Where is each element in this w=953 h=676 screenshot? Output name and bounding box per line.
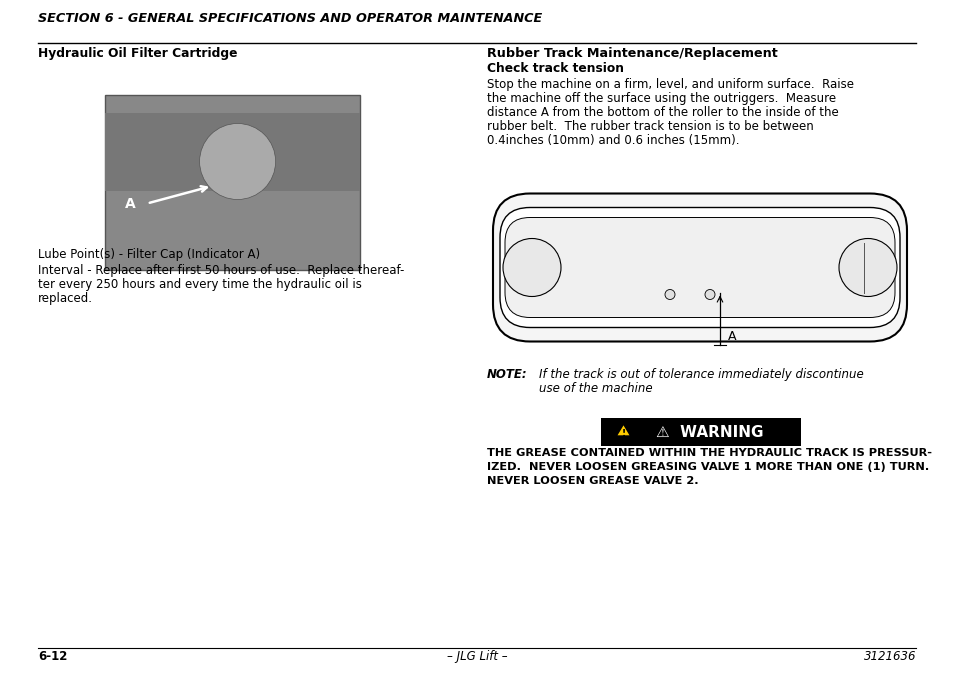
Text: Hydraulic Oil Filter Cartridge: Hydraulic Oil Filter Cartridge — [38, 47, 237, 60]
FancyBboxPatch shape — [504, 218, 894, 318]
Text: Rubber Track Maintenance/Replacement: Rubber Track Maintenance/Replacement — [486, 47, 777, 60]
Text: 0.4inches (10mm) and 0.6 inches (15mm).: 0.4inches (10mm) and 0.6 inches (15mm). — [486, 134, 739, 147]
Text: NEVER LOOSEN GREASE VALVE 2.: NEVER LOOSEN GREASE VALVE 2. — [486, 476, 698, 486]
Polygon shape — [616, 424, 630, 436]
Text: 6-12: 6-12 — [38, 650, 68, 663]
Text: A: A — [727, 329, 736, 343]
Text: rubber belt.  The rubber track tension is to be between: rubber belt. The rubber track tension is… — [486, 120, 813, 133]
Circle shape — [838, 239, 896, 297]
FancyBboxPatch shape — [499, 208, 899, 327]
Circle shape — [664, 289, 675, 299]
Circle shape — [502, 239, 560, 297]
Text: replaced.: replaced. — [38, 292, 92, 305]
Text: ⚠  WARNING: ⚠ WARNING — [655, 425, 762, 439]
Text: 3121636: 3121636 — [862, 650, 915, 663]
Text: the machine off the surface using the outriggers.  Measure: the machine off the surface using the ou… — [486, 92, 835, 105]
Text: distance A from the bottom of the roller to the inside of the: distance A from the bottom of the roller… — [486, 106, 838, 119]
Text: Check track tension: Check track tension — [486, 62, 623, 75]
Text: NOTE:: NOTE: — [486, 368, 527, 381]
Text: THE GREASE CONTAINED WITHIN THE HYDRAULIC TRACK IS PRESSUR-: THE GREASE CONTAINED WITHIN THE HYDRAULI… — [486, 448, 931, 458]
Text: Stop the machine on a firm, level, and uniform surface.  Raise: Stop the machine on a firm, level, and u… — [486, 78, 853, 91]
Text: SECTION 6 - GENERAL SPECIFICATIONS AND OPERATOR MAINTENANCE: SECTION 6 - GENERAL SPECIFICATIONS AND O… — [38, 12, 541, 25]
Bar — [105, 95, 359, 270]
FancyBboxPatch shape — [493, 193, 906, 341]
Text: IZED.  NEVER LOOSEN GREASING VALVE 1 MORE THAN ONE (1) TURN.: IZED. NEVER LOOSEN GREASING VALVE 1 MORE… — [486, 462, 928, 472]
Text: A: A — [125, 197, 135, 210]
Circle shape — [199, 124, 275, 199]
Text: If the track is out of tolerance immediately discontinue: If the track is out of tolerance immedia… — [538, 368, 862, 381]
Text: Interval - Replace after first 50 hours of use.  Replace thereaf-: Interval - Replace after first 50 hours … — [38, 264, 404, 277]
Bar — [105, 112, 359, 191]
Text: – JLG Lift –: – JLG Lift – — [446, 650, 507, 663]
Text: Lube Point(s) - Filter Cap (Indicator A): Lube Point(s) - Filter Cap (Indicator A) — [38, 248, 260, 261]
Circle shape — [704, 289, 714, 299]
Bar — [601, 418, 801, 446]
Text: !: ! — [620, 429, 625, 437]
Text: ter every 250 hours and every time the hydraulic oil is: ter every 250 hours and every time the h… — [38, 278, 361, 291]
Text: use of the machine: use of the machine — [538, 382, 652, 395]
